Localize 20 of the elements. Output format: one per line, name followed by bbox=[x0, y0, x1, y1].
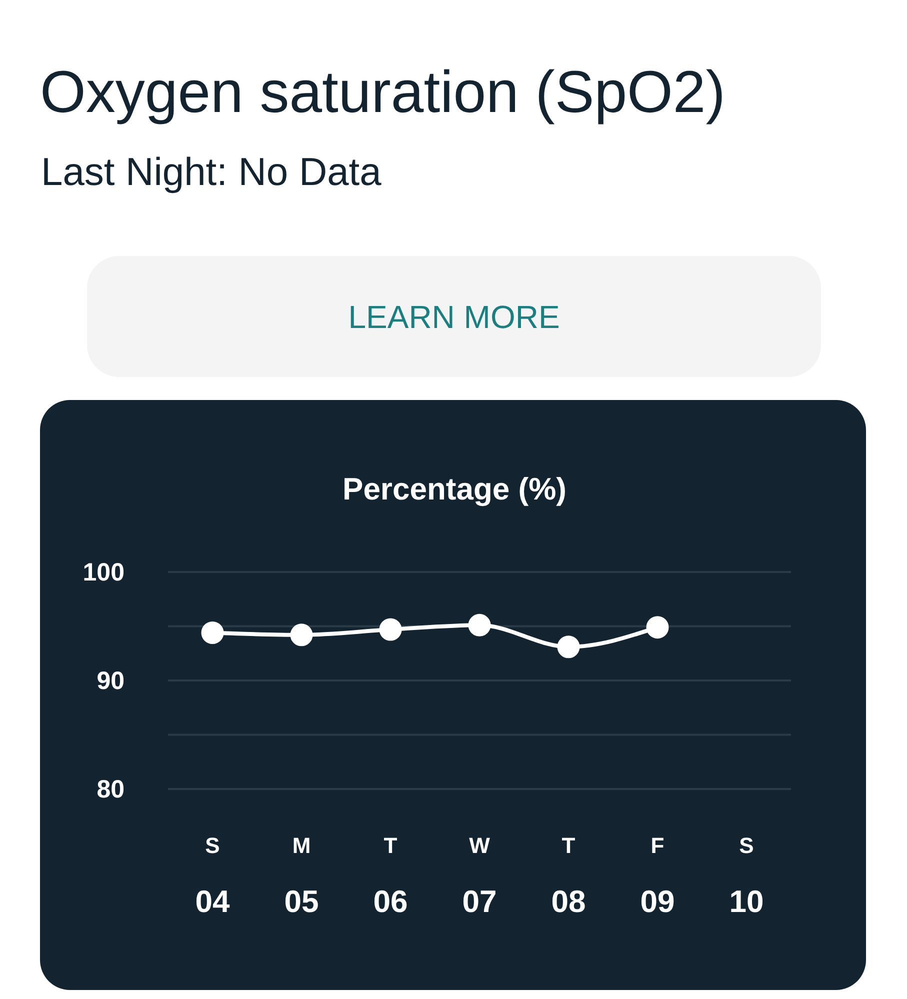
point bbox=[646, 616, 669, 639]
category-label: S 10 bbox=[729, 833, 764, 919]
category-label: F 09 bbox=[640, 833, 675, 919]
text: LEARN MORE bbox=[348, 299, 560, 335]
point bbox=[290, 624, 313, 646]
y-tick-label: 100 bbox=[82, 558, 124, 586]
y-axis-title: Percentage (%) bbox=[342, 472, 566, 506]
point bbox=[201, 622, 224, 644]
point bbox=[379, 618, 402, 641]
category-label: W 07 bbox=[462, 833, 497, 919]
category-label: S 04 bbox=[195, 833, 230, 919]
category-label: T 06 bbox=[373, 833, 408, 919]
point bbox=[557, 636, 580, 658]
category-label: T 08 bbox=[551, 833, 586, 919]
chart-title: Oxygen saturation (SpO2) bbox=[40, 59, 726, 125]
y-tick-label: 80 bbox=[96, 776, 124, 804]
chart-subtitle: Last Night: No Data bbox=[41, 151, 382, 194]
category-label: M 05 bbox=[284, 833, 319, 919]
y-tick-label: 90 bbox=[96, 667, 124, 695]
point bbox=[468, 614, 491, 636]
